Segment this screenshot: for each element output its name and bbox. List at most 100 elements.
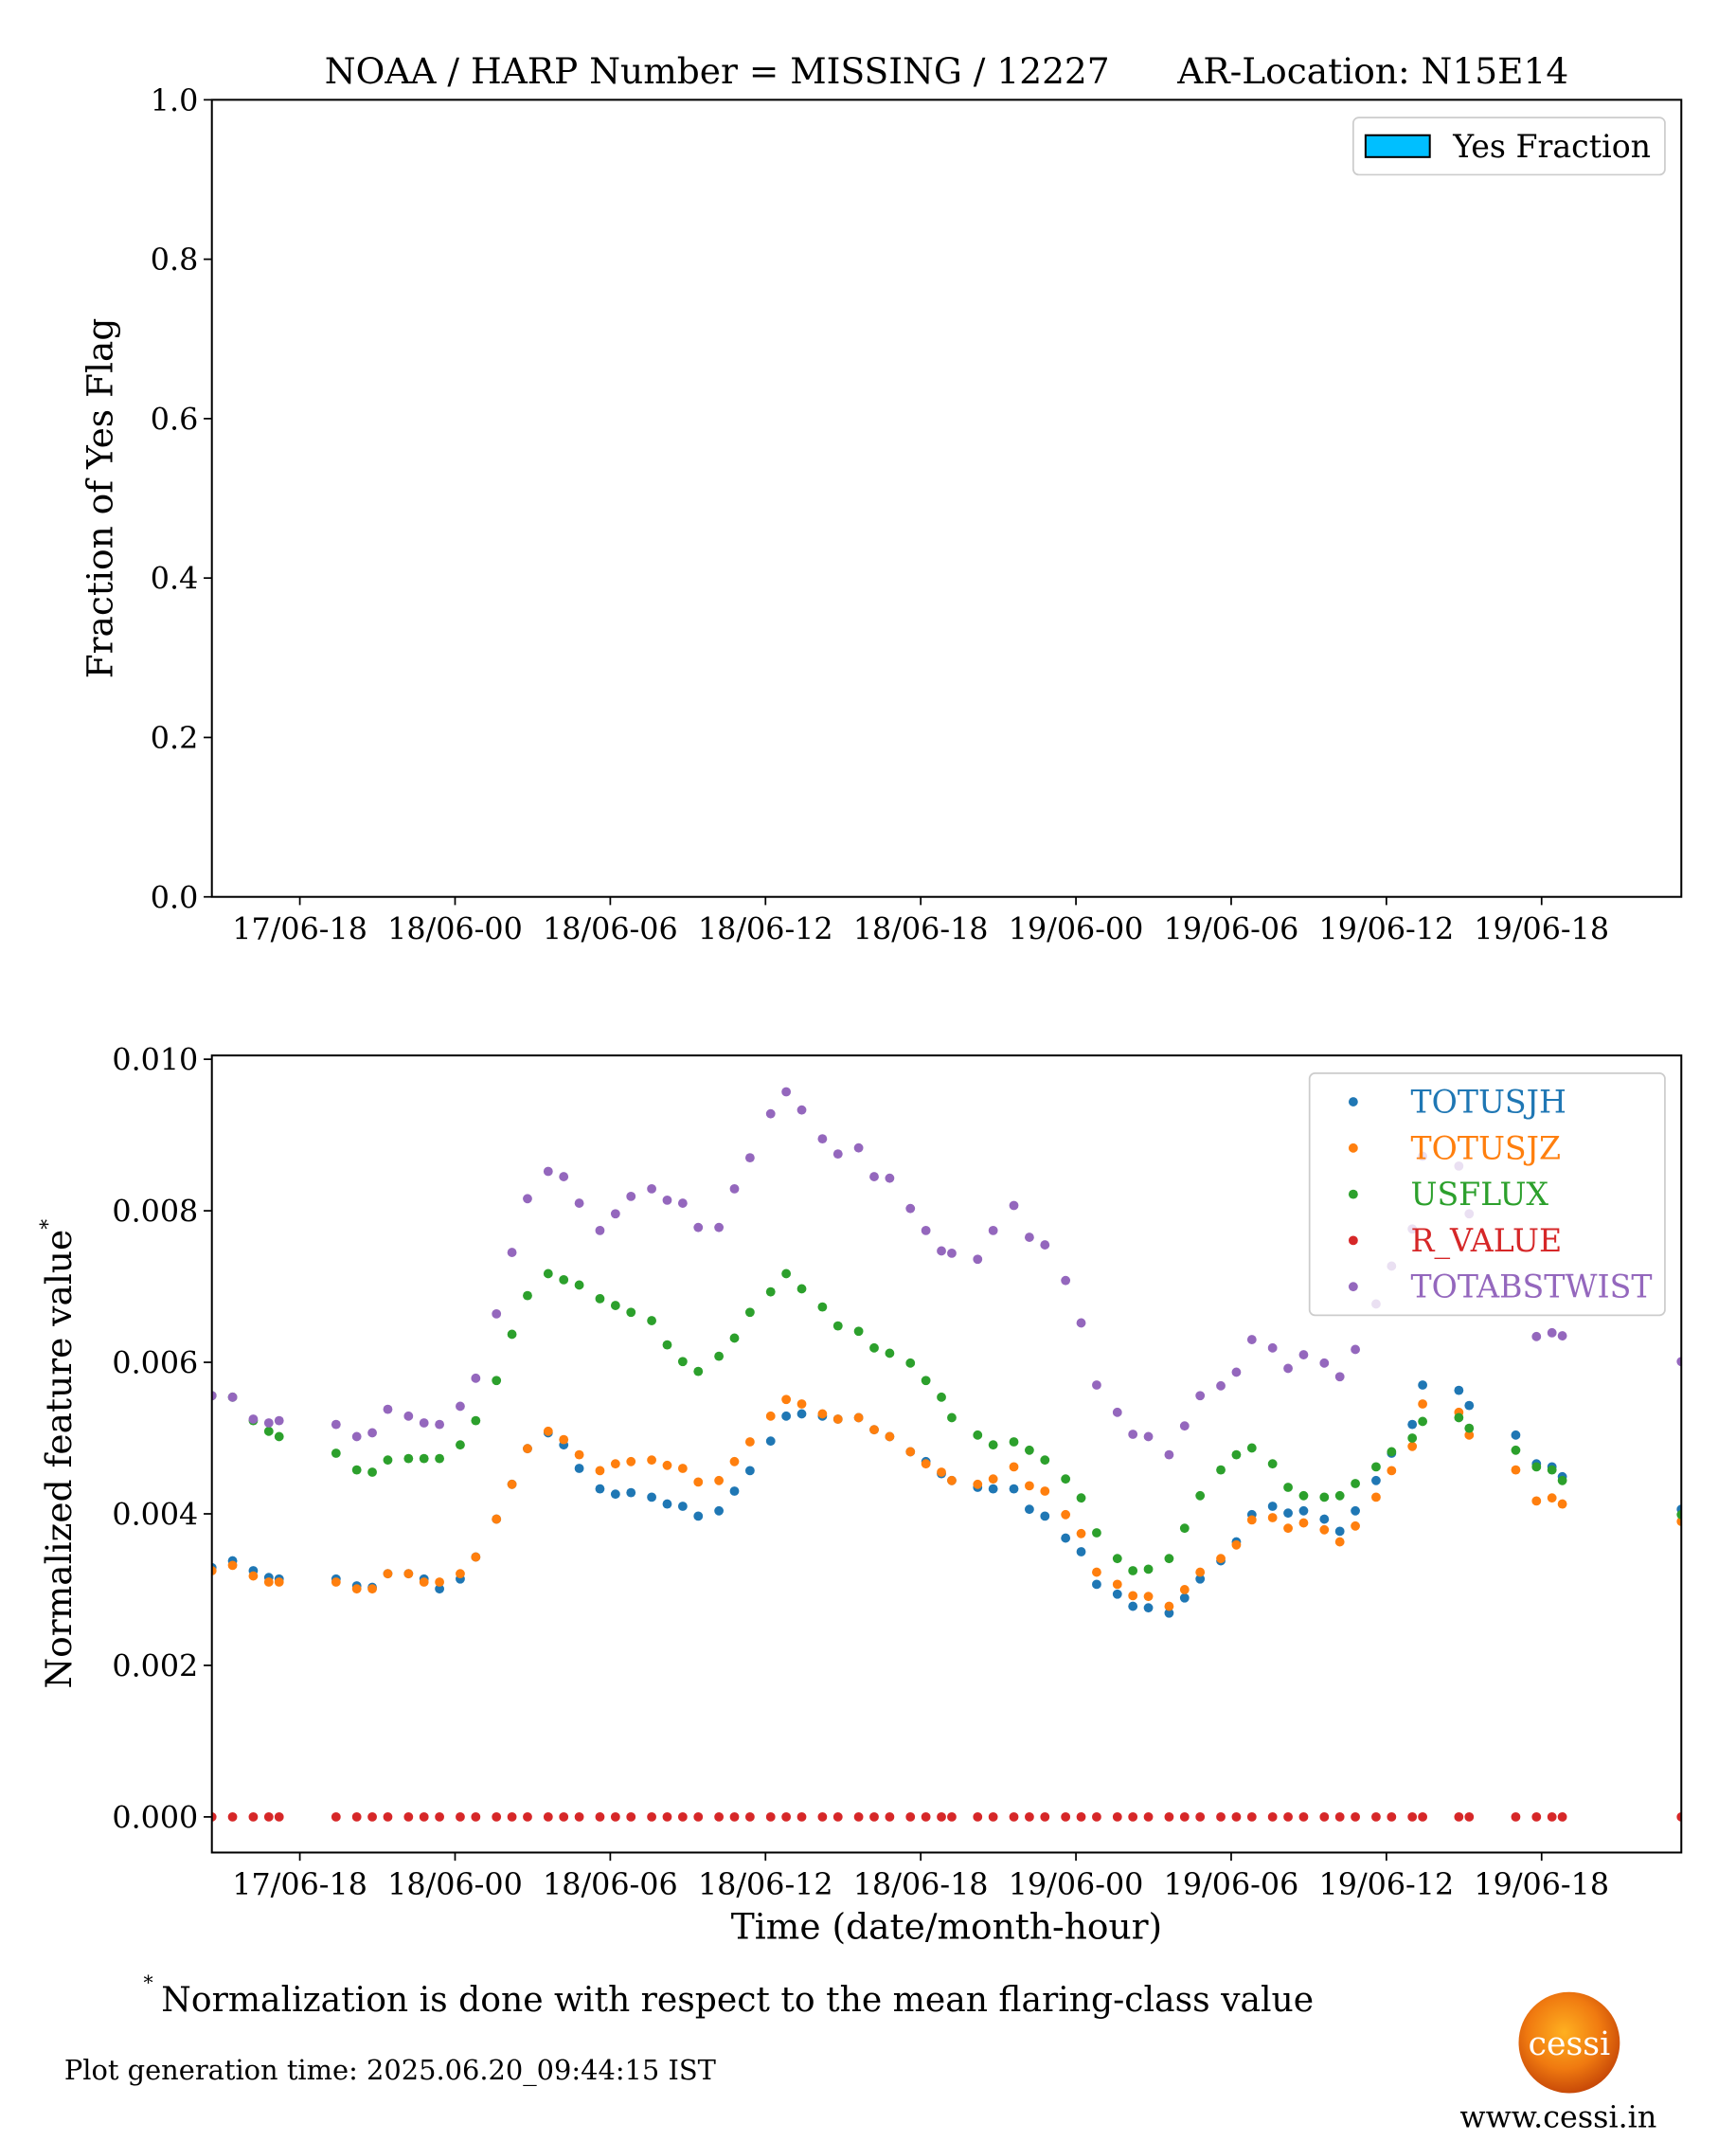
point	[729, 1183, 740, 1194]
point	[765, 1286, 776, 1297]
point	[988, 1225, 998, 1235]
legend-marker	[1348, 1282, 1358, 1292]
point	[610, 1301, 620, 1310]
point	[947, 1811, 957, 1822]
point	[1531, 1496, 1542, 1506]
generation-time: Plot generation time: 2025.06.20_09:44:1…	[64, 2054, 716, 2087]
point	[1112, 1811, 1122, 1822]
point	[1319, 1811, 1330, 1822]
point	[662, 1195, 672, 1205]
point	[263, 1577, 274, 1587]
point	[817, 1134, 828, 1144]
point	[1557, 1331, 1567, 1340]
point	[677, 1198, 688, 1208]
point	[1319, 1358, 1330, 1368]
point	[1557, 1499, 1567, 1509]
point	[610, 1459, 620, 1469]
x-tick-label: 18/06-06	[543, 912, 678, 946]
point	[1092, 1528, 1101, 1538]
point	[781, 1394, 792, 1405]
point	[419, 1453, 429, 1464]
point	[817, 1302, 828, 1312]
point	[1298, 1350, 1309, 1359]
point	[1179, 1523, 1190, 1534]
point	[1454, 1385, 1464, 1395]
point	[274, 1415, 284, 1426]
point	[1246, 1443, 1257, 1453]
point	[1128, 1430, 1138, 1439]
point	[227, 1392, 238, 1402]
point	[211, 1391, 217, 1401]
point	[1267, 1502, 1278, 1511]
point	[832, 1414, 843, 1424]
point	[1351, 1505, 1360, 1516]
point	[456, 1569, 465, 1579]
point	[331, 1811, 341, 1822]
point	[1216, 1465, 1226, 1475]
point	[1351, 1520, 1360, 1531]
point	[351, 1584, 362, 1594]
y-tick-label: 0.006	[112, 1347, 198, 1381]
point	[988, 1440, 998, 1450]
point	[1547, 1465, 1557, 1475]
legend-marker	[1348, 1235, 1358, 1246]
point	[921, 1225, 931, 1235]
axes-frame	[210, 99, 1683, 898]
plot-area	[211, 99, 1682, 897]
legend-box	[1308, 1072, 1666, 1317]
point	[1407, 1811, 1418, 1822]
point	[1464, 1400, 1475, 1411]
point	[1418, 1811, 1428, 1822]
point	[647, 1183, 656, 1194]
x-tick-label: 19/06-12	[1319, 912, 1455, 946]
point	[595, 1484, 605, 1494]
point	[1040, 1511, 1050, 1521]
point	[419, 1577, 429, 1587]
point	[383, 1404, 393, 1414]
point	[1298, 1518, 1309, 1528]
point	[471, 1415, 481, 1426]
point	[662, 1811, 672, 1822]
point	[796, 1105, 807, 1115]
point	[869, 1811, 879, 1822]
point	[383, 1811, 393, 1822]
point	[781, 1268, 792, 1279]
point	[595, 1466, 605, 1476]
point	[595, 1293, 605, 1304]
point	[574, 1198, 584, 1208]
point	[1024, 1445, 1034, 1455]
point	[274, 1431, 284, 1442]
point	[1334, 1490, 1345, 1501]
point	[1061, 1474, 1071, 1484]
point	[403, 1811, 414, 1822]
point	[1061, 1533, 1071, 1543]
point	[765, 1411, 776, 1421]
point	[1128, 1601, 1138, 1611]
point	[1061, 1509, 1071, 1520]
point	[885, 1348, 895, 1358]
point	[574, 1280, 584, 1290]
point	[714, 1222, 725, 1232]
point	[227, 1560, 238, 1571]
point	[988, 1474, 998, 1484]
point	[367, 1811, 377, 1822]
point	[647, 1316, 656, 1325]
x-tick-label: 17/06-18	[232, 912, 367, 946]
point	[817, 1811, 828, 1822]
point	[1531, 1331, 1542, 1341]
legend-marker	[1348, 1142, 1358, 1153]
point	[626, 1811, 636, 1822]
point	[435, 1584, 445, 1594]
point	[274, 1577, 284, 1587]
x-tick-label: 17/06-18	[232, 1868, 367, 1902]
point	[677, 1811, 688, 1822]
point	[1216, 1380, 1226, 1391]
point	[1128, 1566, 1138, 1575]
point	[507, 1248, 517, 1257]
point	[714, 1505, 725, 1516]
point	[1407, 1419, 1418, 1430]
point	[677, 1357, 688, 1367]
point	[729, 1811, 740, 1822]
point	[1334, 1811, 1345, 1822]
point	[1676, 1357, 1682, 1367]
